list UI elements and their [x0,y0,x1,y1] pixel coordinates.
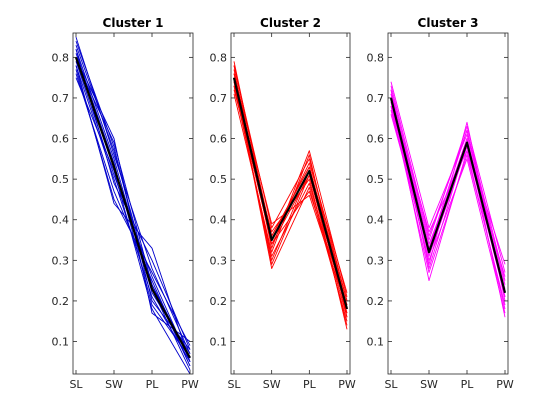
chart-panel-1: Cluster 1 0.1 0.2 0.3 0.4 0.5 0.6 0.7 0.8 SL SW PL P… [52,16,199,391]
centroid-line [232,77,349,310]
y-tick-label: 0.7 [52,92,70,105]
x-tick-label: PW [338,378,356,391]
axes-frame [230,32,351,375]
series-line [390,97,506,277]
series-line [75,49,191,350]
y-tick-label: 0.5 [367,173,385,186]
series-line [75,36,191,354]
y-tick-label: 0.1 [367,336,385,349]
series-line [75,77,191,374]
series-line [390,97,506,310]
y-tick-label: 0.8 [367,51,385,64]
series-line [233,85,348,306]
chart-title: Cluster 2 [260,16,321,30]
chart-title: Cluster 1 [103,16,164,30]
x-tick-label: PL [461,378,475,391]
y-tick-label: 0.1 [52,336,70,349]
chart-panel-3: Cluster 3 0.1 0.2 0.3 0.4 0.5 0.6 0.7 0.8 SL SW PL P… [367,16,514,391]
series-line [233,65,348,302]
y-tick-label: 0.5 [52,173,70,186]
x-tick-label: PW [496,378,514,391]
series-group [74,36,191,374]
y-tick-label: 0.7 [210,92,228,105]
y-tick-label: 0.3 [367,254,385,267]
series-line [233,77,348,314]
y-tick-label: 0.7 [367,92,385,105]
series-line [233,73,348,306]
series-group [232,61,349,330]
x-tick-label: SL [227,378,241,391]
x-tick-label: PL [146,378,160,391]
x-tick-label: PW [181,378,199,391]
y-tick-label: 0.4 [210,214,228,227]
series-group [389,81,507,318]
y-tick-label: 0.3 [210,254,228,267]
y-tick-label: 0.5 [210,173,228,186]
axes-frame [72,32,194,375]
series-line [75,40,191,350]
series-line [75,53,191,359]
axes-frame [387,32,509,375]
y-tick-label: 0.2 [210,295,228,308]
y-tick-label: 0.3 [52,254,70,267]
series-line [233,81,348,314]
y-tick-label: 0.6 [52,133,70,146]
y-tick-label: 0.2 [367,295,385,308]
centroid-line [74,57,191,359]
chart-title: Cluster 3 [418,16,479,30]
y-tick-label: 0.2 [52,295,70,308]
x-tick-label: SL [69,378,83,391]
chart-panel-2: Cluster 2 0.1 0.2 0.3 0.4 0.5 0.6 0.7 0.8 SL SW PL P… [210,16,356,391]
x-tick-label: PL [303,378,317,391]
y-tick-label: 0.1 [210,336,228,349]
y-tick-label: 0.6 [210,133,228,146]
series-line [233,69,348,298]
y-tick-label: 0.8 [52,51,70,64]
y-tick-label: 0.4 [52,214,70,227]
centroid-line [389,97,507,294]
x-tick-label: SW [420,378,438,391]
series-line [233,73,348,310]
series-line [390,109,506,314]
series-line [233,65,348,302]
y-tick-label: 0.4 [367,214,385,227]
x-tick-label: SW [263,378,281,391]
x-tick-label: SL [384,378,398,391]
series-line [75,57,191,342]
x-tick-label: SW [105,378,123,391]
y-tick-label: 0.6 [367,133,385,146]
y-tick-label: 0.8 [210,51,228,64]
